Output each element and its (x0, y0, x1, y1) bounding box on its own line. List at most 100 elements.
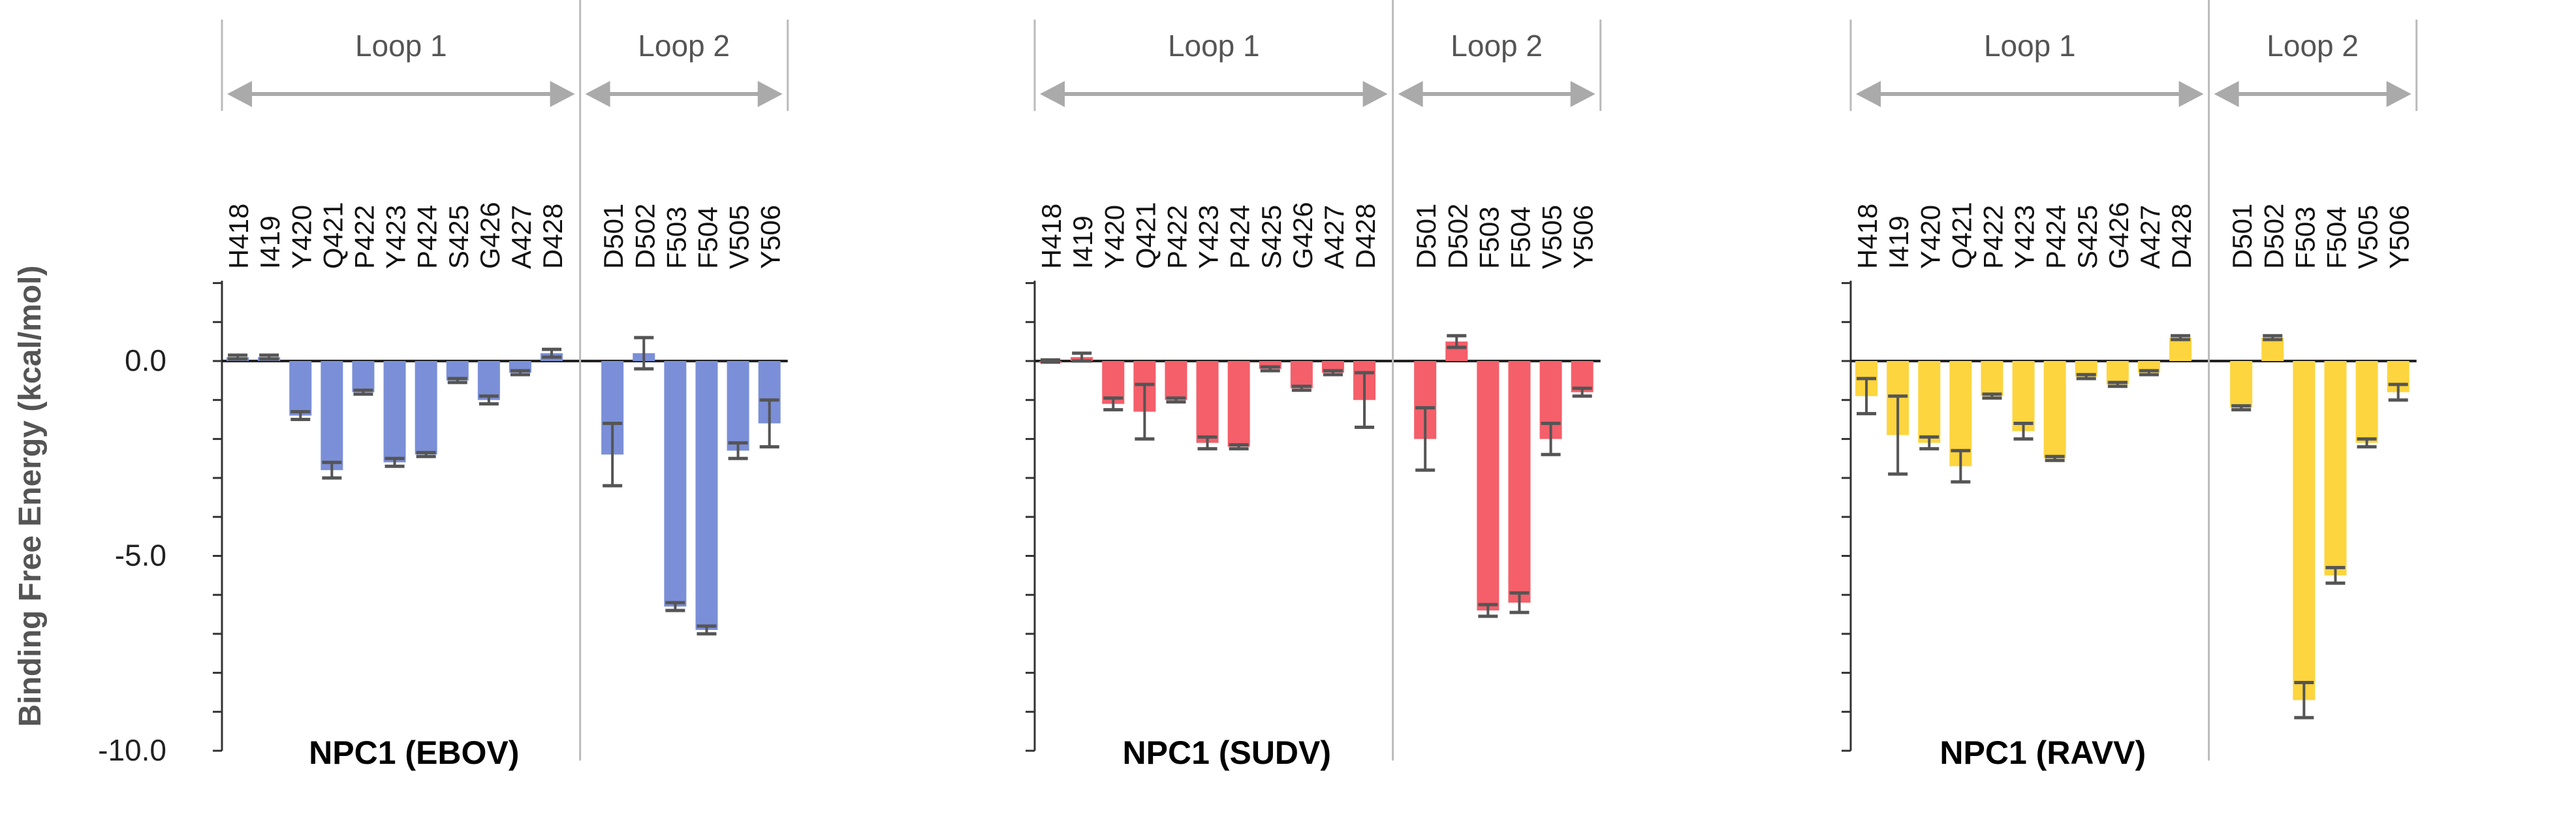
bar (1227, 361, 1250, 447)
y-tick-label: 0.0 (125, 343, 166, 377)
category-label: Y420 (286, 205, 317, 269)
category-label: P424 (1225, 205, 1255, 269)
panel: Loop 1 Loop 2 H418 I419 Y420 Q421 P422 Y423 P424… (213, 0, 789, 771)
bar (1196, 361, 1219, 443)
category-label: D428 (2166, 204, 2197, 269)
bar (2169, 338, 2192, 361)
bar (727, 361, 749, 451)
category-label: Y420 (1915, 205, 1945, 269)
category-label: I419 (1067, 215, 1098, 269)
category-label: Q421 (1946, 202, 1977, 269)
category-label: P422 (1161, 205, 1192, 269)
category-label: I419 (255, 215, 285, 269)
bar (1477, 361, 1500, 611)
bar (2106, 361, 2129, 385)
category-label: P422 (349, 205, 379, 269)
bar (2293, 361, 2316, 700)
bar (2012, 361, 2035, 432)
region-label: Loop 2 (638, 29, 730, 63)
bar (2230, 361, 2253, 408)
bar (1259, 361, 1281, 369)
panel: Loop 1 Loop 2 H418 I419 Y420 Q421 P422 Y423 P424… (1842, 0, 2418, 771)
region-arrowhead (227, 81, 252, 107)
category-label: V505 (1537, 205, 1567, 269)
category-label: Y423 (381, 205, 411, 269)
bar (664, 361, 687, 607)
category-label: D501 (2227, 204, 2257, 269)
bar (321, 361, 343, 471)
bar (1918, 361, 1941, 443)
category-label: F503 (1473, 206, 1504, 269)
panel: Loop 1 Loop 2 H418 I419 Y420 Q421 P422 Y423 P424… (1026, 0, 1602, 771)
region-arrowhead (2214, 81, 2239, 107)
category-label: P422 (1977, 205, 2008, 269)
bar (2324, 361, 2347, 576)
bar (289, 361, 312, 416)
region-label: Loop 1 (1168, 29, 1260, 63)
category-label: S425 (2072, 205, 2103, 269)
category-label: D502 (1442, 204, 1473, 269)
region-label: Loop 1 (355, 29, 447, 63)
y-tick-label: -5.0 (115, 539, 166, 573)
category-label: D501 (598, 204, 629, 269)
bar (2075, 361, 2097, 377)
region-arrowhead (2178, 81, 2204, 107)
region-label: Loop 2 (2267, 29, 2359, 63)
category-label: D428 (537, 204, 568, 269)
y-axis-label: Binding Free Energy (kcal/mol) (13, 266, 48, 727)
panel-title: NPC1 (RAVV) (1940, 734, 2146, 771)
region-arrowhead (1570, 81, 1595, 107)
category-label: A427 (506, 205, 537, 269)
region-arrowhead (757, 81, 783, 107)
y-tick-labels: 0.0 -5.0 -10.0 (98, 343, 166, 767)
category-label: Y423 (2009, 205, 2040, 269)
category-label: Y423 (1193, 205, 1224, 269)
category-label: S425 (1256, 205, 1287, 269)
category-label: P424 (412, 205, 443, 269)
category-label: F504 (1505, 206, 1535, 269)
category-label: H418 (1036, 204, 1067, 269)
bar (695, 361, 718, 630)
category-label: Y420 (1099, 205, 1129, 269)
category-label: D502 (629, 204, 660, 269)
category-label: G426 (2103, 202, 2134, 269)
category-label: A427 (2135, 205, 2165, 269)
category-label: A427 (1319, 205, 1349, 269)
category-label: F503 (661, 206, 691, 269)
category-label: I419 (1883, 215, 1914, 269)
y-tick-label: -10.0 (98, 733, 166, 767)
category-label: Y506 (755, 205, 786, 269)
bar (415, 361, 437, 455)
category-label: Y506 (1568, 205, 1599, 269)
category-label: Q421 (317, 202, 348, 269)
region-arrowhead (550, 81, 575, 107)
category-label: Y506 (2384, 205, 2415, 269)
category-label: F504 (692, 206, 723, 269)
category-label: G426 (475, 202, 505, 269)
category-label: H418 (1852, 204, 1883, 269)
category-label: D428 (1350, 204, 1381, 269)
bar (1508, 361, 1531, 603)
bar (2043, 361, 2066, 459)
bar (2261, 338, 2284, 361)
category-label: V505 (2353, 205, 2383, 269)
category-label: H418 (223, 204, 254, 269)
bar (1949, 361, 1972, 467)
region-arrowhead (1362, 81, 1388, 107)
category-label: V505 (724, 205, 755, 269)
bar (1165, 361, 1187, 400)
region-label: Loop 2 (1451, 29, 1543, 63)
region-arrowhead (2386, 81, 2411, 107)
region-arrowhead (1040, 81, 1065, 107)
region-label: Loop 1 (1984, 29, 2076, 63)
bar (1290, 361, 1313, 388)
bar (383, 361, 406, 463)
panel-title: NPC1 (EBOV) (309, 734, 519, 771)
category-label: D502 (2258, 204, 2289, 269)
bar (2355, 361, 2378, 443)
region-arrowhead (1398, 81, 1423, 107)
category-label: F504 (2321, 206, 2351, 269)
region-arrowhead (585, 81, 610, 107)
